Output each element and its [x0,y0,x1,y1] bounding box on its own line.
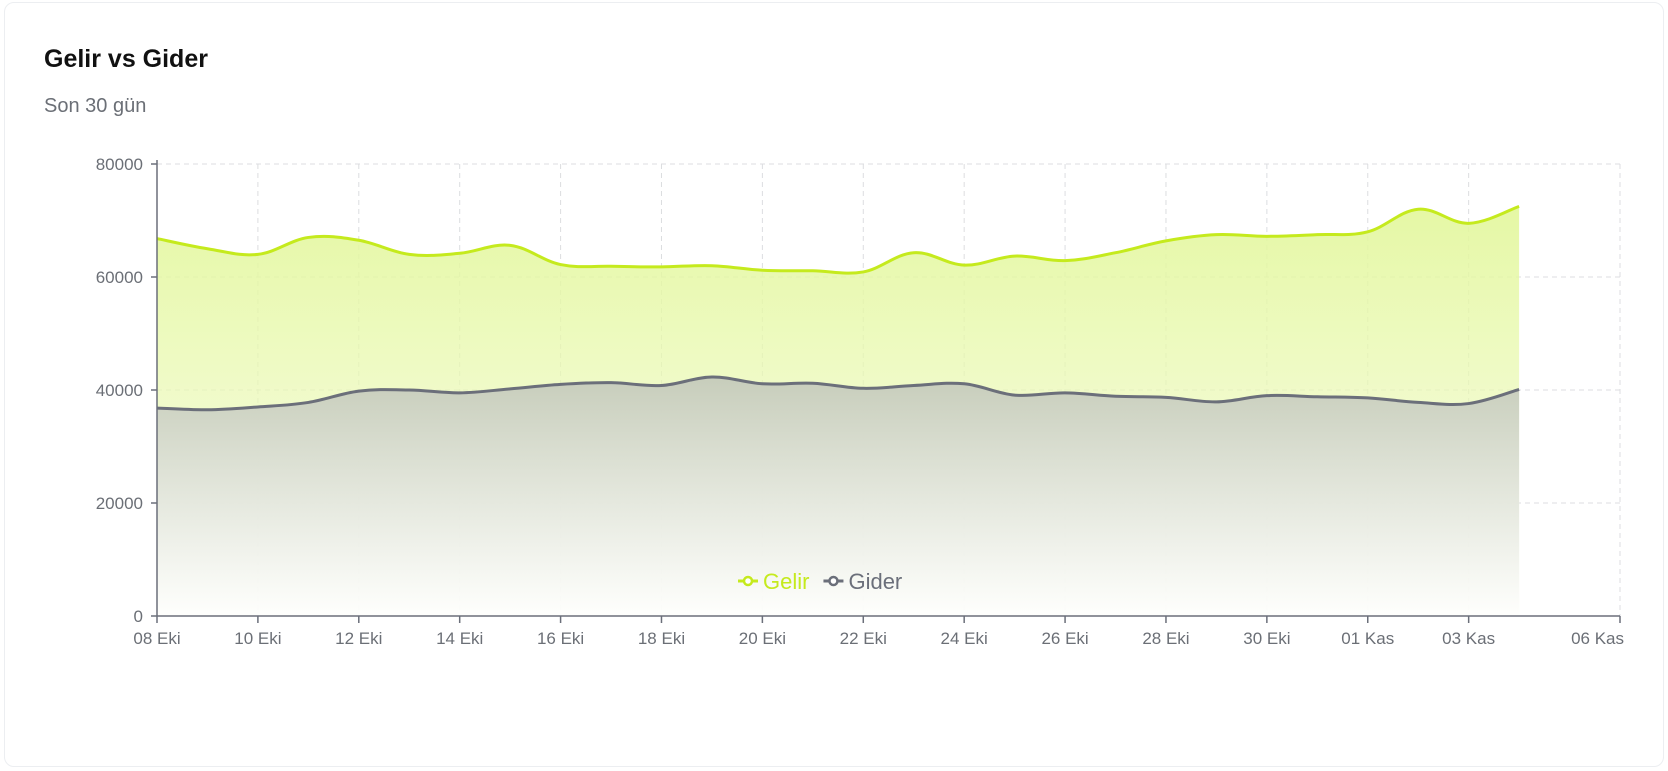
x-tick-label: 03 Kas [1442,629,1495,648]
series-lines [156,204,1520,412]
legend-item-gelir: Gelir [738,569,809,594]
x-tick-label: 24 Eki [941,629,988,648]
x-tick-label: 01 Kas [1341,629,1394,648]
x-tick-label: 20 Eki [739,629,786,648]
x-tick-label: 22 Eki [840,629,887,648]
x-tick-label: 12 Eki [335,629,382,648]
series-areas [157,206,1520,616]
series-line-gelir [156,204,1520,275]
chart-subtitle: Son 30 gün [44,95,147,117]
y-tick-label: 80000 [96,155,143,174]
x-tick-label: 06 Kas [1571,629,1624,648]
legend-label: Gelir [763,569,809,594]
legend: Gelir Gider [738,569,902,594]
x-tick-label: 16 Eki [537,629,584,648]
series-line-gider [156,375,1520,412]
x-tick-label: 18 Eki [638,629,685,648]
legend-marker-icon [828,575,839,587]
axes: 0 20000 40000 60000 80000 08 Eki 10 Eki 12 Eki 1… [96,155,1624,648]
x-tick-label: 10 Eki [234,629,281,648]
x-tick-label: 14 Eki [436,629,483,648]
legend-label: Gider [848,569,902,594]
series-area-gider [157,376,1520,616]
y-tick-label: 60000 [96,268,143,287]
legend-item-gider: Gider [823,569,902,594]
x-tick-label: 26 Eki [1041,629,1088,648]
y-tick-label: 20000 [96,494,143,513]
y-tick-label: 40000 [96,381,143,400]
y-tick-label: 0 [134,607,143,626]
legend-marker-icon [742,575,754,587]
chart-title: Gelir vs Gider [44,45,208,73]
x-tick-label: 30 Eki [1243,629,1290,648]
x-tick-label: 08 Eki [133,629,180,648]
x-tick-label: 28 Eki [1142,629,1189,648]
